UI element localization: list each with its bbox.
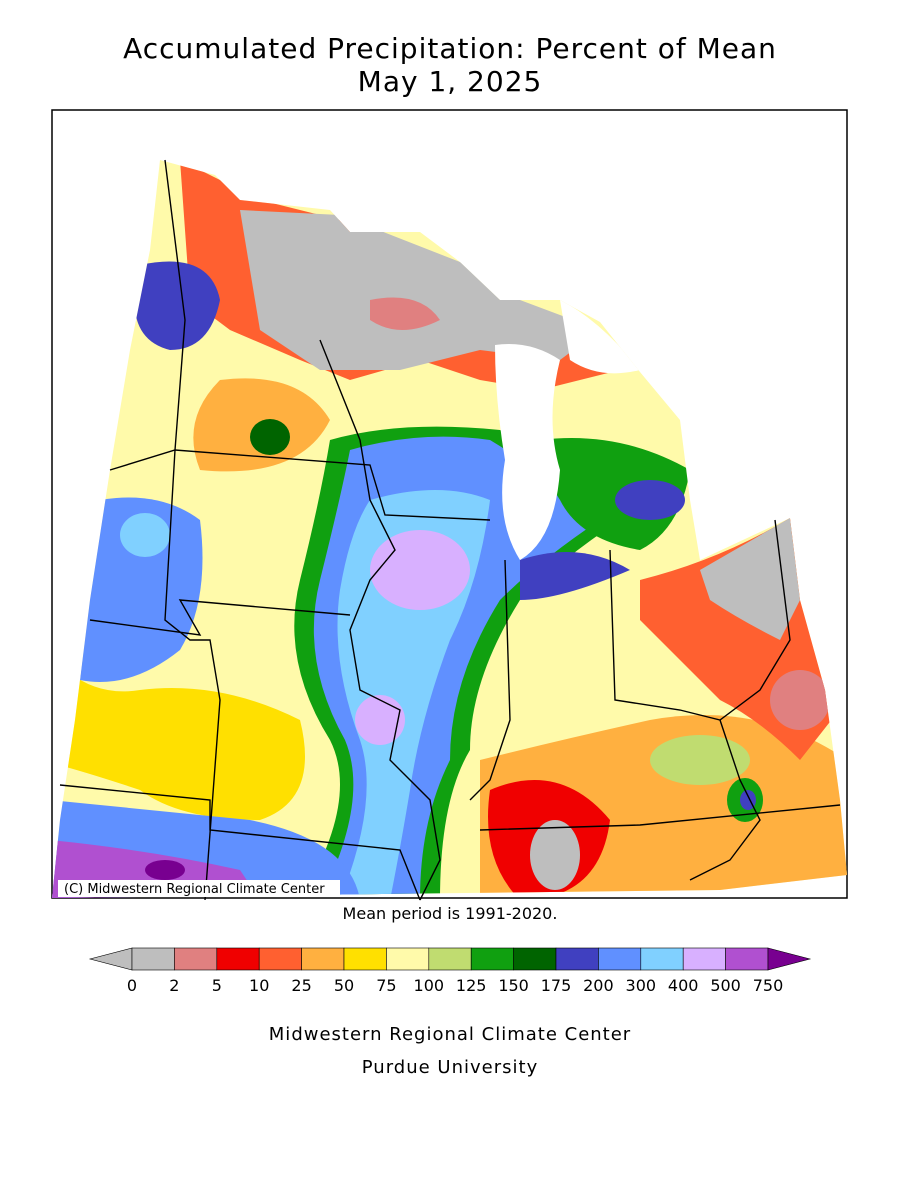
credit: Purdue University xyxy=(362,1057,538,1078)
legend-arrow xyxy=(767,947,812,971)
copyright-box xyxy=(58,880,340,897)
legend-swatch xyxy=(174,947,218,971)
legend-swatch xyxy=(386,947,430,971)
legend-label: 300 xyxy=(626,976,657,995)
legend-swatch xyxy=(428,947,472,971)
legend-swatch xyxy=(470,947,514,971)
legend-swatch xyxy=(258,947,302,971)
copyright: (C) Midwestern Regional Climate Center xyxy=(64,882,325,897)
legend-label: 500 xyxy=(710,976,741,995)
legend-label: 750 xyxy=(753,976,784,995)
legend-swatch xyxy=(725,947,769,971)
mean-period: Mean period is 1991-2020. xyxy=(343,904,558,923)
legend-label: 100 xyxy=(414,976,445,995)
title: Accumulated Precipitation: Percent of Me… xyxy=(123,32,777,65)
legend-swatch xyxy=(131,947,175,971)
legend-label: 175 xyxy=(541,976,572,995)
legend-swatch xyxy=(682,947,726,971)
legend-label: 75 xyxy=(376,976,396,995)
state-borders xyxy=(59,159,841,901)
legend-swatch xyxy=(301,947,345,971)
legend-label: 10 xyxy=(249,976,269,995)
date: May 1, 2025 xyxy=(358,65,543,98)
legend-arrow xyxy=(88,947,133,971)
legend-label: 0 xyxy=(127,976,137,995)
precip-field xyxy=(52,160,847,898)
legend-label: 25 xyxy=(291,976,311,995)
legend-swatch xyxy=(216,947,260,971)
legend-swatch xyxy=(555,947,599,971)
legend-label: 200 xyxy=(583,976,614,995)
legend-label: 150 xyxy=(498,976,529,995)
legend-label: 400 xyxy=(668,976,699,995)
legend-label: 5 xyxy=(212,976,222,995)
legend-swatch xyxy=(343,947,387,971)
legend-label: 50 xyxy=(334,976,354,995)
legend-swatch xyxy=(640,947,684,971)
legend-swatch xyxy=(598,947,642,971)
legend-swatch xyxy=(513,947,557,971)
credit: Midwestern Regional Climate Center xyxy=(269,1024,631,1045)
legend-label: 125 xyxy=(456,976,487,995)
legend-label: 2 xyxy=(169,976,179,995)
legend: 0 2 5 10 25 50 75 100 125 150 175 200 300 400 500 750 xyxy=(88,947,812,995)
